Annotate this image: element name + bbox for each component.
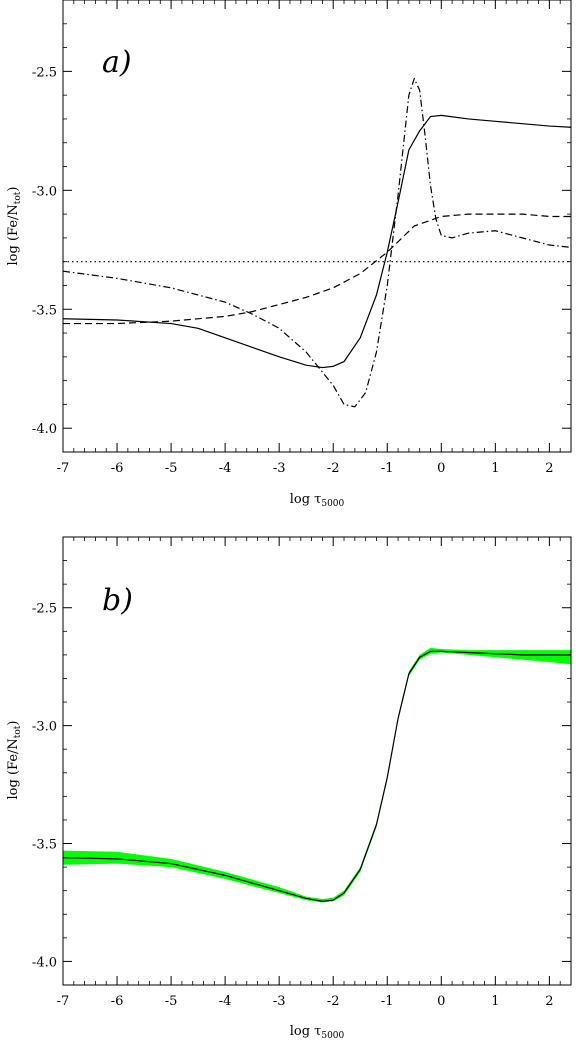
panel-a: -7 -6 -5 -4 -3 -2 -1 0 1 2 -4.0 -3.5 -3.0 -2.5 a) log… xyxy=(6,0,572,509)
panel-a-plot xyxy=(63,77,571,408)
panel-b-x-axis-label-sub: 5000 xyxy=(321,1031,344,1041)
panel-a-y-tick-label: -3.0 xyxy=(32,184,57,199)
panel-b-y-tick-label: -3.5 xyxy=(32,838,57,853)
panel-b-x-tick-label: -2 xyxy=(327,994,340,1009)
panel-a-x-tick-label: -4 xyxy=(219,461,232,476)
panel-a-y-axis-label-sub: tot xyxy=(13,191,23,204)
panel-a-y-axis-label-end: ) xyxy=(6,186,21,191)
panel-b-x-tick-label: -7 xyxy=(57,994,70,1009)
panel-a-series-dashdot-line xyxy=(63,77,571,408)
panel-a-x-tick-label: -2 xyxy=(327,461,340,476)
panel-a-x-tick-label: -3 xyxy=(273,461,286,476)
panel-a-label: a) xyxy=(102,45,132,80)
panel-a-x-tick-label: 2 xyxy=(545,461,553,476)
panel-b-x-tick-label: -3 xyxy=(273,994,286,1009)
panel-a-x-tick-label: -6 xyxy=(111,461,124,476)
panel-a-x-tick-label: 0 xyxy=(437,461,445,476)
panel-a-series-solid-line xyxy=(63,114,571,369)
panel-b-uncertainty-band xyxy=(63,647,571,903)
panel-b-plot xyxy=(63,647,571,903)
panel-b-x-tick-label: 0 xyxy=(437,994,445,1009)
panel-b: -7 -6 -5 -4 -3 -2 -1 0 1 2 -4.0 -3.5 -3.0 -2.5 b) log… xyxy=(6,536,572,1041)
panel-b-series-solid-line xyxy=(63,650,571,902)
panel-b-frame xyxy=(62,536,572,986)
panel-a-x-tick-label: -7 xyxy=(57,461,70,476)
panel-b-y-axis-label-sub: tot xyxy=(13,725,23,738)
panel-a-x-tick-label: 1 xyxy=(491,461,499,476)
panel-a-ticks: -7 -6 -5 -4 -3 -2 -1 0 1 2 -4.0 -3.5 -3.0 -2.5 xyxy=(32,0,572,476)
panel-b-ticks: -7 -6 -5 -4 -3 -2 -1 0 1 2 -4.0 -3.5 -3.0 -2.5 xyxy=(32,536,572,1009)
panel-a-y-tick-label: -3.5 xyxy=(32,303,57,318)
panel-a-y-axis-label: log (Fe/Ntot) xyxy=(6,186,23,265)
panel-b-x-tick-label: -5 xyxy=(165,994,178,1009)
panel-b-x-tick-label: -4 xyxy=(219,994,232,1009)
panel-b-x-axis-label: log τ5000 xyxy=(290,1024,345,1041)
panel-b-y-axis-label: log (Fe/Ntot) xyxy=(6,720,23,799)
panel-a-series-dashed-line xyxy=(63,213,571,325)
panel-a-x-tick-label: -5 xyxy=(165,461,178,476)
panel-a-y-tick-label: -4.0 xyxy=(32,422,57,437)
panel-b-x-tick-label: -1 xyxy=(381,994,394,1009)
panel-b-y-tick-label: -2.5 xyxy=(32,602,57,617)
panel-b-y-tick-label: -3.0 xyxy=(32,720,57,735)
panel-b-label: b) xyxy=(102,583,133,618)
panel-b-x-tick-label: 1 xyxy=(491,994,499,1009)
panel-b-x-tick-label: -6 xyxy=(111,994,124,1009)
panel-b-x-tick-label: 2 xyxy=(545,994,553,1009)
panel-b-y-axis-label-end: ) xyxy=(6,720,21,725)
panel-a-x-axis-label-sub: 5000 xyxy=(321,499,344,509)
panel-a-y-tick-label: -2.5 xyxy=(32,65,57,80)
panel-a-x-tick-label: -1 xyxy=(381,461,394,476)
panel-a-frame xyxy=(62,0,572,453)
panel-b-y-tick-label: -4.0 xyxy=(32,955,57,970)
panel-a-x-axis-label: log τ5000 xyxy=(290,492,345,509)
